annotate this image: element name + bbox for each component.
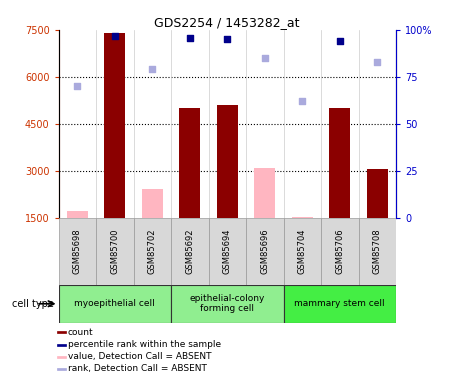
Text: GSM85706: GSM85706 bbox=[335, 228, 344, 274]
Text: GSM85702: GSM85702 bbox=[148, 228, 157, 274]
Bar bbox=[142, 189, 162, 217]
Text: epithelial-colony
forming cell: epithelial-colony forming cell bbox=[189, 294, 265, 314]
Bar bbox=[58, 285, 171, 322]
Text: GSM85698: GSM85698 bbox=[73, 228, 82, 274]
Text: cell type: cell type bbox=[12, 299, 54, 309]
Bar bbox=[217, 105, 238, 218]
Text: count: count bbox=[68, 328, 94, 337]
Text: value, Detection Call = ABSENT: value, Detection Call = ABSENT bbox=[68, 352, 212, 361]
Point bbox=[74, 83, 81, 89]
Bar bbox=[104, 33, 125, 218]
Text: rank, Detection Call = ABSENT: rank, Detection Call = ABSENT bbox=[68, 364, 207, 374]
Bar bbox=[171, 217, 208, 285]
Text: GSM85696: GSM85696 bbox=[260, 228, 269, 274]
Bar bbox=[359, 217, 396, 285]
Text: myoepithelial cell: myoepithelial cell bbox=[74, 299, 155, 308]
Text: GSM85708: GSM85708 bbox=[373, 228, 382, 274]
Point bbox=[261, 55, 268, 61]
Point bbox=[299, 98, 306, 104]
Bar bbox=[321, 217, 359, 285]
Text: GSM85700: GSM85700 bbox=[110, 228, 119, 274]
Bar bbox=[57, 332, 66, 333]
Point bbox=[336, 38, 343, 44]
Text: GSM85704: GSM85704 bbox=[298, 228, 307, 274]
Bar bbox=[367, 169, 387, 217]
Bar bbox=[284, 285, 396, 322]
Title: GDS2254 / 1453282_at: GDS2254 / 1453282_at bbox=[154, 16, 300, 29]
Point bbox=[224, 36, 231, 42]
Text: GSM85692: GSM85692 bbox=[185, 228, 194, 274]
Bar bbox=[58, 217, 96, 285]
Bar bbox=[171, 285, 284, 322]
Bar bbox=[57, 356, 66, 358]
Bar bbox=[246, 217, 284, 285]
Bar bbox=[284, 217, 321, 285]
Bar bbox=[329, 108, 350, 218]
Point bbox=[186, 34, 194, 40]
Bar bbox=[57, 368, 66, 370]
Point bbox=[148, 66, 156, 72]
Bar bbox=[134, 217, 171, 285]
Bar bbox=[254, 168, 275, 217]
Bar bbox=[208, 217, 246, 285]
Text: GSM85694: GSM85694 bbox=[223, 228, 232, 274]
Point bbox=[374, 59, 381, 65]
Text: percentile rank within the sample: percentile rank within the sample bbox=[68, 340, 221, 349]
Bar bbox=[180, 108, 200, 218]
Bar bbox=[67, 211, 88, 217]
Bar bbox=[57, 344, 66, 345]
Text: mammary stem cell: mammary stem cell bbox=[294, 299, 385, 308]
Bar bbox=[96, 217, 134, 285]
Point bbox=[111, 33, 118, 39]
